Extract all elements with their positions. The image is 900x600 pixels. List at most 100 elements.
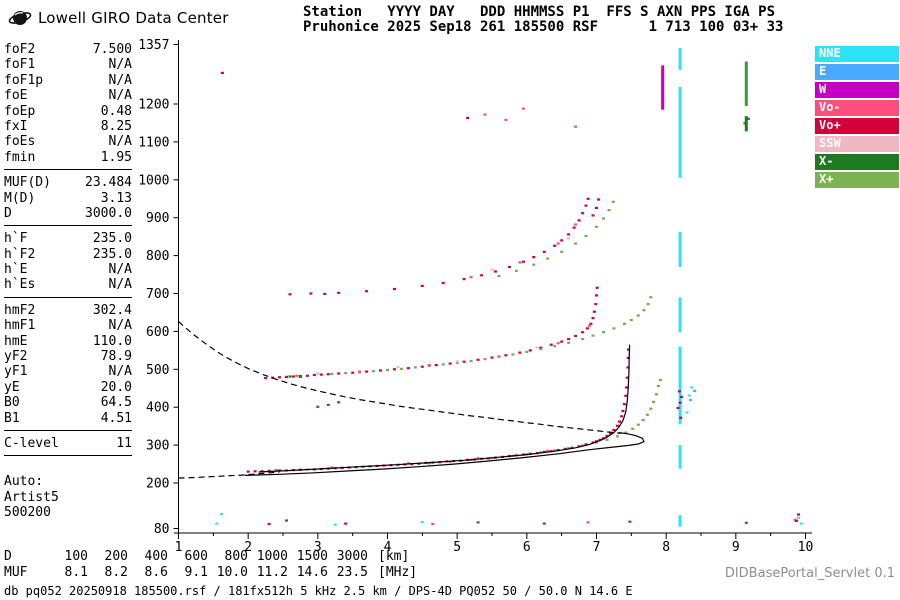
row-value: 200 xyxy=(104,549,128,564)
param-value: 11 xyxy=(116,435,132,451)
second-hop-o-trace xyxy=(264,286,599,380)
param-row-MUF(D): MUF(D) 23.484 xyxy=(4,175,132,190)
param-row-h`Es: h`Es N/A xyxy=(4,277,132,292)
legend-item-X-: X- xyxy=(815,154,899,170)
x-tick-label: 5 xyxy=(453,540,461,555)
e-scatter xyxy=(689,389,697,402)
x-trace-fit xyxy=(244,432,645,476)
param-value: 3.13 xyxy=(100,190,132,206)
param-value: 8.25 xyxy=(100,118,132,134)
param-name: hmF1 xyxy=(4,318,36,334)
param-name: foF2 xyxy=(4,42,36,57)
rfi-vline xyxy=(678,86,682,178)
y-tick-label: 700 xyxy=(146,287,169,302)
row-value: 10.0 xyxy=(216,565,248,580)
param-value: N/A xyxy=(108,364,132,380)
db-status-line: db pq052 20250918 185500.rsf / 181fx512h… xyxy=(4,584,633,598)
x-tick-label: 10 xyxy=(798,540,814,555)
param-value: 1.95 xyxy=(100,149,132,165)
param-row-foE: foE N/A xyxy=(4,88,132,103)
param-name: foF1 xyxy=(4,57,36,73)
row-value: 3000 xyxy=(336,549,368,564)
param-row-fxI: fxI 8.25 xyxy=(4,119,132,134)
param-value: N/A xyxy=(108,277,132,293)
param-name: hmF2 xyxy=(4,302,36,318)
param-name: yE xyxy=(4,379,20,395)
scaled-parameters-panel: foF2 7.500 foF1 N/A foF1p N/A foE N/A foEp 0.48 fx… xyxy=(4,42,132,521)
autoscaling-label: Auto: xyxy=(4,474,44,490)
giro-globe-icon xyxy=(8,11,32,25)
param-name: hmE xyxy=(4,333,28,349)
row-value: 8.1 xyxy=(64,565,88,580)
second-hop-x-trace xyxy=(330,296,653,375)
param-name: h`Es xyxy=(4,277,36,293)
servlet-version-label: DIDBasePortal_Servlet 0.1 xyxy=(724,566,895,581)
y-tick-label: 1200 xyxy=(138,98,169,113)
param-value: 78.9 xyxy=(100,349,132,365)
param-name: MUF(D) xyxy=(4,175,51,191)
y-tick-label: 900 xyxy=(146,211,169,226)
legend-item-Vo+: Vo+ xyxy=(815,118,899,134)
param-row-h`E: h`E N/A xyxy=(4,262,132,277)
muf-dashed-curve xyxy=(178,321,621,434)
section-divider xyxy=(4,296,132,298)
param-value: N/A xyxy=(108,72,132,88)
y-tick-label: 200 xyxy=(146,477,169,492)
param-row-foEp: foEp 0.48 xyxy=(4,104,132,119)
param-name: foEs xyxy=(4,134,36,150)
third-hop-o-trace xyxy=(309,197,590,295)
legend-item-X+: X+ xyxy=(815,172,899,188)
param-value: 235.0 xyxy=(92,246,132,262)
x-tick-label: 1 xyxy=(175,540,183,555)
row-label: MUF xyxy=(4,565,28,580)
row-value: 1000 xyxy=(256,549,288,564)
param-value: N/A xyxy=(108,318,132,334)
x-minus-scatter xyxy=(285,117,750,525)
y-tick-label: 600 xyxy=(146,325,169,340)
row-value: 100 xyxy=(64,549,88,564)
autoscaling-label: Artist5 xyxy=(4,489,59,505)
row-value: 8.2 xyxy=(104,565,128,580)
param-name: B0 xyxy=(4,395,20,411)
param-value: 110.0 xyxy=(92,333,132,349)
rfi-vline xyxy=(678,445,682,469)
station-header: Station YYYY DAY DDD HHMMSS P1 FFS S AXN… xyxy=(303,5,783,35)
rfi-vline xyxy=(678,346,682,425)
param-value: 7.500 xyxy=(92,42,132,57)
x-tick-label: 7 xyxy=(593,540,601,555)
param-row-h`F2: h`F2 235.0 xyxy=(4,247,132,262)
y-tick-label: 500 xyxy=(146,363,169,378)
param-value: N/A xyxy=(108,88,132,104)
row-value: 11.2 xyxy=(256,565,288,580)
section-divider xyxy=(4,429,132,431)
brand-title: Lowell GIRO Data Center xyxy=(38,9,229,27)
param-name: B1 xyxy=(4,410,20,426)
station-header-columns: Station YYYY DAY DDD HHMMSS P1 FFS S AXN… xyxy=(303,4,776,20)
station-header-values: Pruhonice 2025 Sep18 261 185500 RSF 1 71… xyxy=(303,19,784,35)
vo-plus-scatter xyxy=(220,71,800,526)
param-name: D xyxy=(4,205,12,221)
y-tick-label: 1100 xyxy=(138,135,169,150)
param-row-fmin: fmin 1.95 xyxy=(4,150,132,165)
rfi-vline xyxy=(678,47,682,70)
param-value: 302.4 xyxy=(92,302,132,318)
x-tick-label: 2 xyxy=(244,540,252,555)
row-value: 1500 xyxy=(296,549,328,564)
param-name: fmin xyxy=(4,149,36,165)
o-trace-fit xyxy=(258,344,631,473)
param-name: h`E xyxy=(4,262,28,278)
row-label: D xyxy=(4,549,12,564)
y-tick-label: 400 xyxy=(146,401,169,416)
legend-item-E: E xyxy=(815,64,899,80)
x-tick-label: 8 xyxy=(662,540,670,555)
section-divider xyxy=(4,169,132,171)
legend-item-SSW: SSW xyxy=(815,136,899,152)
third-hop-x-trace xyxy=(497,200,615,278)
row-value: 14.6 xyxy=(296,565,328,580)
row-value: 23.5 xyxy=(336,565,368,580)
y-tick-label: 300 xyxy=(146,439,169,454)
param-row-foF1: foF1 N/A xyxy=(4,57,132,72)
param-row-foEs: foEs N/A xyxy=(4,134,132,149)
param-name: C-level xyxy=(4,435,59,451)
